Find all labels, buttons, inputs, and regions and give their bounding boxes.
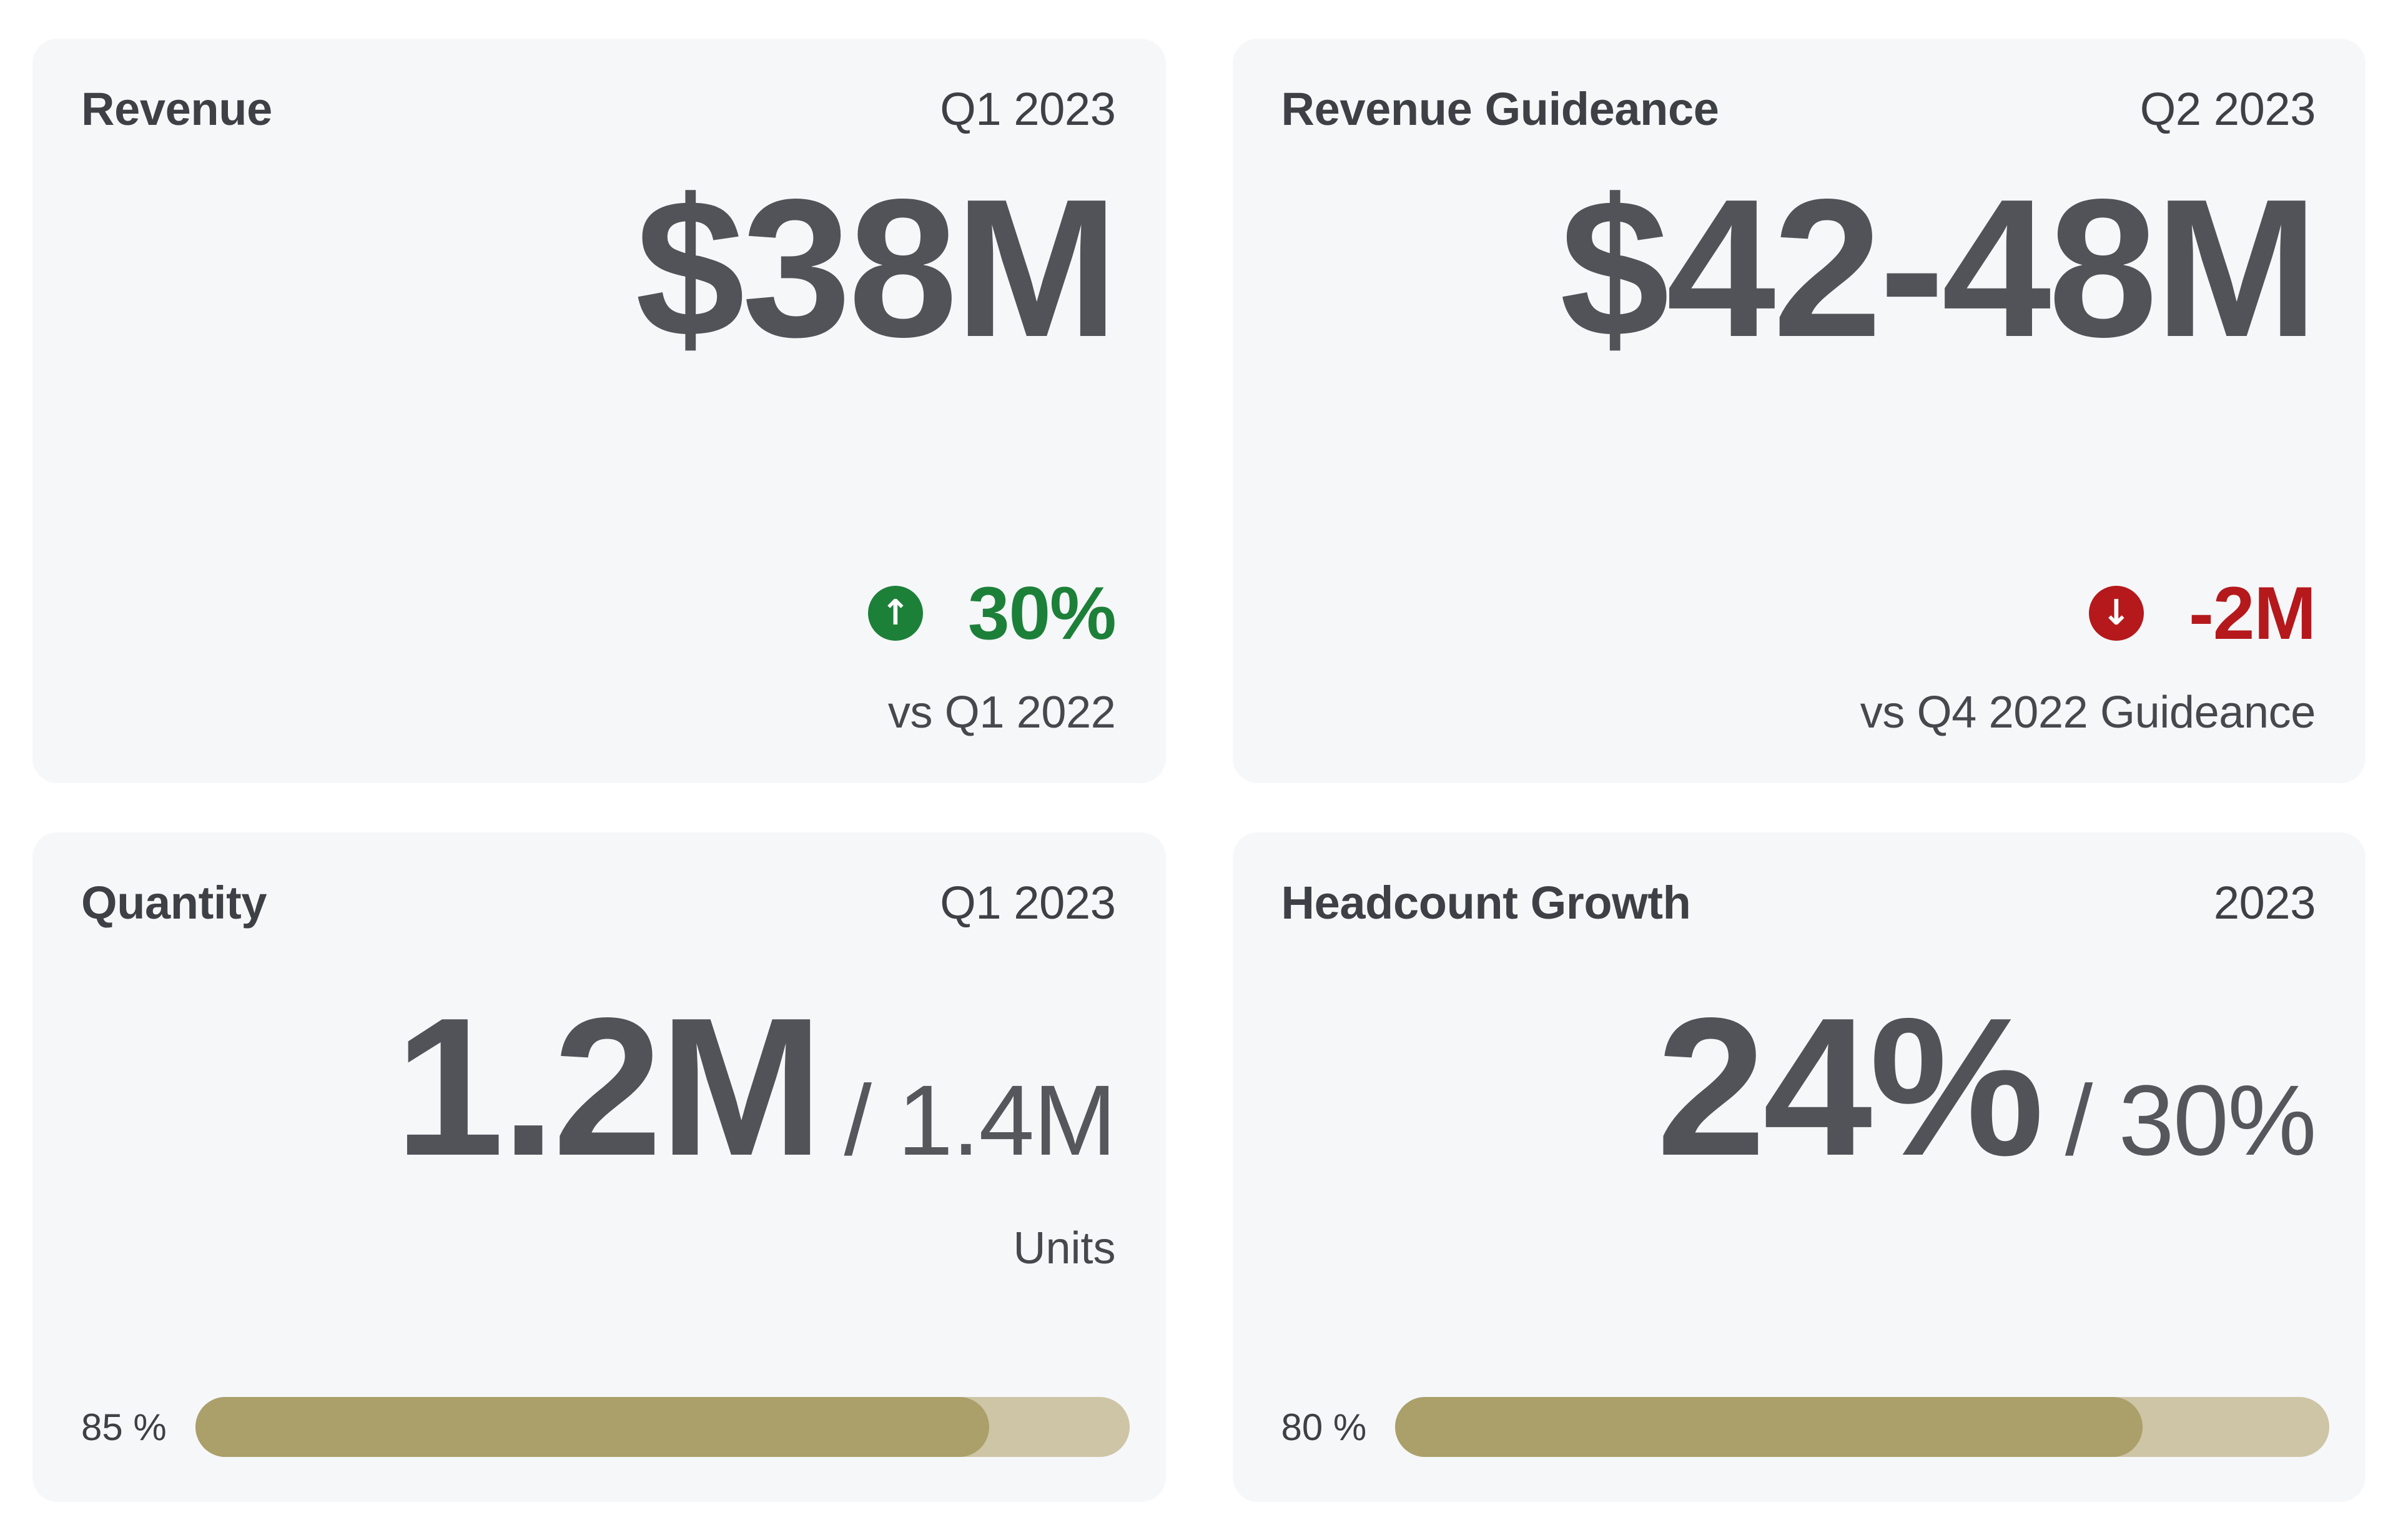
metric-value-row: 24% / 30% (1281, 977, 2317, 1197)
card-header: Revenue Guideance Q2 2023 (1281, 82, 2316, 136)
comparison-label: vs Q1 2022 (887, 688, 1116, 738)
progress-track (1395, 1397, 2329, 1457)
card-title: Headcount Growth (1281, 877, 1691, 929)
card-revenue-guideance[interactable]: Revenue Guideance Q2 2023 $42-48M ↓ -2M … (1232, 39, 2366, 783)
progress-label: 80 % (1281, 1406, 1367, 1448)
progress-indicator: 80 % (1281, 1397, 2329, 1457)
card-period: Q1 2023 (940, 877, 1116, 929)
metric-target: / 1.4M (844, 1064, 1117, 1176)
metric-value: 24% (1656, 977, 2045, 1197)
metric-value: $38M (635, 158, 1118, 378)
delta-indicator: ↑ 30% (81, 571, 1117, 655)
metric-value-row: 1.2M / 1.4M (81, 977, 1117, 1197)
delta-value: -2M (2188, 571, 2316, 655)
card-quantity[interactable]: Quantity Q1 2023 1.2M / 1.4M Units 85 % (32, 832, 1166, 1502)
card-title: Revenue Guideance (1281, 83, 1719, 135)
card-header: Headcount Growth 2023 (1281, 876, 2316, 929)
card-period: Q1 2023 (940, 83, 1116, 135)
progress-fill (195, 1397, 990, 1457)
progress-fill (1395, 1397, 2143, 1457)
metric-target: / 30% (2065, 1064, 2317, 1176)
comparison-label: vs Q4 2022 Guideance (1860, 688, 2316, 738)
card-title: Revenue (81, 83, 272, 135)
delta-indicator: ↓ -2M (1281, 576, 2316, 651)
card-period: Q2 2023 (2139, 83, 2316, 135)
unit-label: Units (1013, 1223, 1116, 1273)
progress-track (195, 1397, 1130, 1457)
card-period: 2023 (2213, 877, 2316, 929)
arrow-up-circle-icon: ↑ (867, 586, 923, 641)
card-revenue[interactable]: Revenue Q1 2023 $38M ↑ 30% vs Q1 2022 (32, 39, 1166, 783)
delta-value: 30% (967, 571, 1117, 655)
card-title: Quantity (81, 877, 267, 929)
card-header: Quantity Q1 2023 (81, 876, 1116, 929)
card-header: Revenue Q1 2023 (81, 82, 1116, 136)
card-headcount-growth[interactable]: Headcount Growth 2023 24% / 30% 80 % (1232, 832, 2366, 1502)
arrow-down-circle-icon: ↓ (2088, 586, 2144, 641)
unit-label (1281, 1223, 2316, 1269)
progress-indicator: 85 % (81, 1397, 1130, 1457)
progress-label: 85 % (81, 1406, 167, 1448)
metric-value: 1.2M (395, 977, 823, 1197)
metric-value: $42-48M (1559, 158, 2319, 378)
